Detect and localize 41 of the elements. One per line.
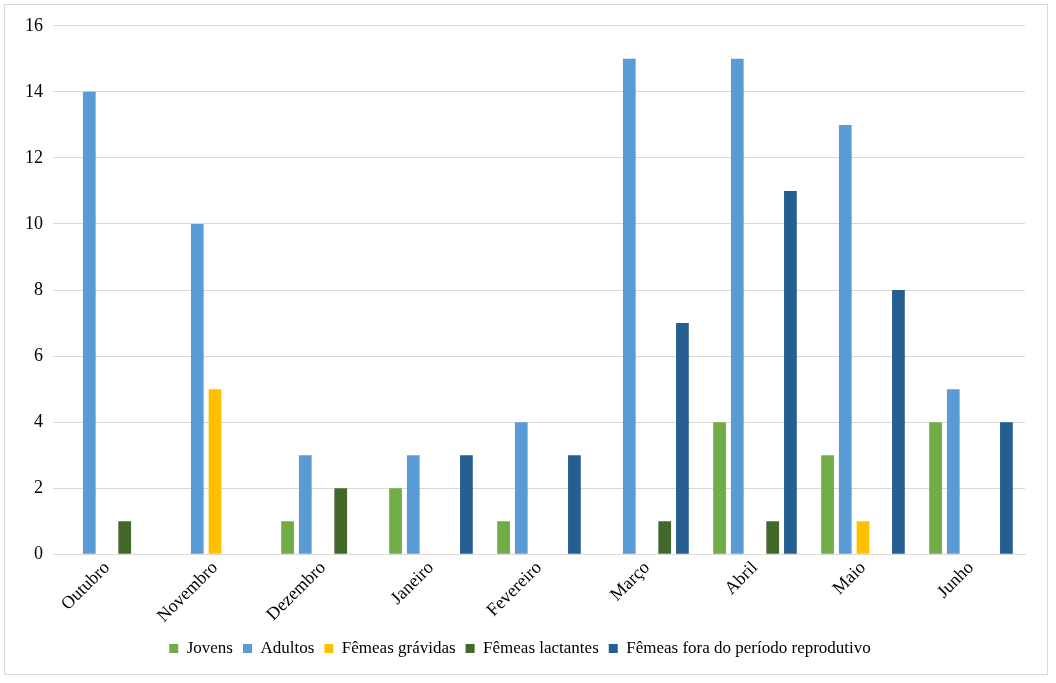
y-tick-label: 4 xyxy=(34,410,43,431)
bar xyxy=(208,389,222,554)
bar xyxy=(298,455,312,554)
legend-label: Fêmeas grávidas xyxy=(341,637,456,657)
bar xyxy=(658,521,672,554)
bar xyxy=(118,521,132,554)
legend-label: Fêmeas lactantes xyxy=(483,637,599,657)
bar xyxy=(929,422,942,554)
y-tick-label: 0 xyxy=(34,543,43,564)
bar xyxy=(784,190,797,554)
y-tick-label: 6 xyxy=(34,344,43,365)
bar xyxy=(730,58,744,554)
bar xyxy=(568,455,581,554)
y-tick-label: 16 xyxy=(25,14,43,35)
bar xyxy=(766,521,780,554)
bar xyxy=(190,223,204,554)
bar xyxy=(1000,422,1013,554)
y-tick-label: 8 xyxy=(34,278,43,299)
y-tick-label: 10 xyxy=(25,212,43,233)
bar xyxy=(676,323,689,554)
y-tick-label: 14 xyxy=(25,80,43,101)
bar xyxy=(514,422,528,554)
bar xyxy=(946,389,960,554)
bar xyxy=(838,124,852,554)
bar xyxy=(856,521,870,554)
bar xyxy=(460,455,473,554)
bar xyxy=(281,521,294,554)
bar xyxy=(821,455,834,554)
bar xyxy=(334,488,348,554)
bar xyxy=(406,455,420,554)
bar xyxy=(497,521,510,554)
bar xyxy=(82,91,96,554)
y-tick-label: 2 xyxy=(34,476,43,497)
bar xyxy=(713,422,726,554)
bar xyxy=(892,290,905,554)
legend-label: Jovens xyxy=(186,637,233,657)
bar xyxy=(622,58,636,554)
legend-label: Adultos xyxy=(260,637,315,657)
bar xyxy=(389,488,402,554)
legend-label: Fêmeas fora do período reprodutivo xyxy=(626,637,871,657)
y-tick-label: 12 xyxy=(25,146,43,167)
